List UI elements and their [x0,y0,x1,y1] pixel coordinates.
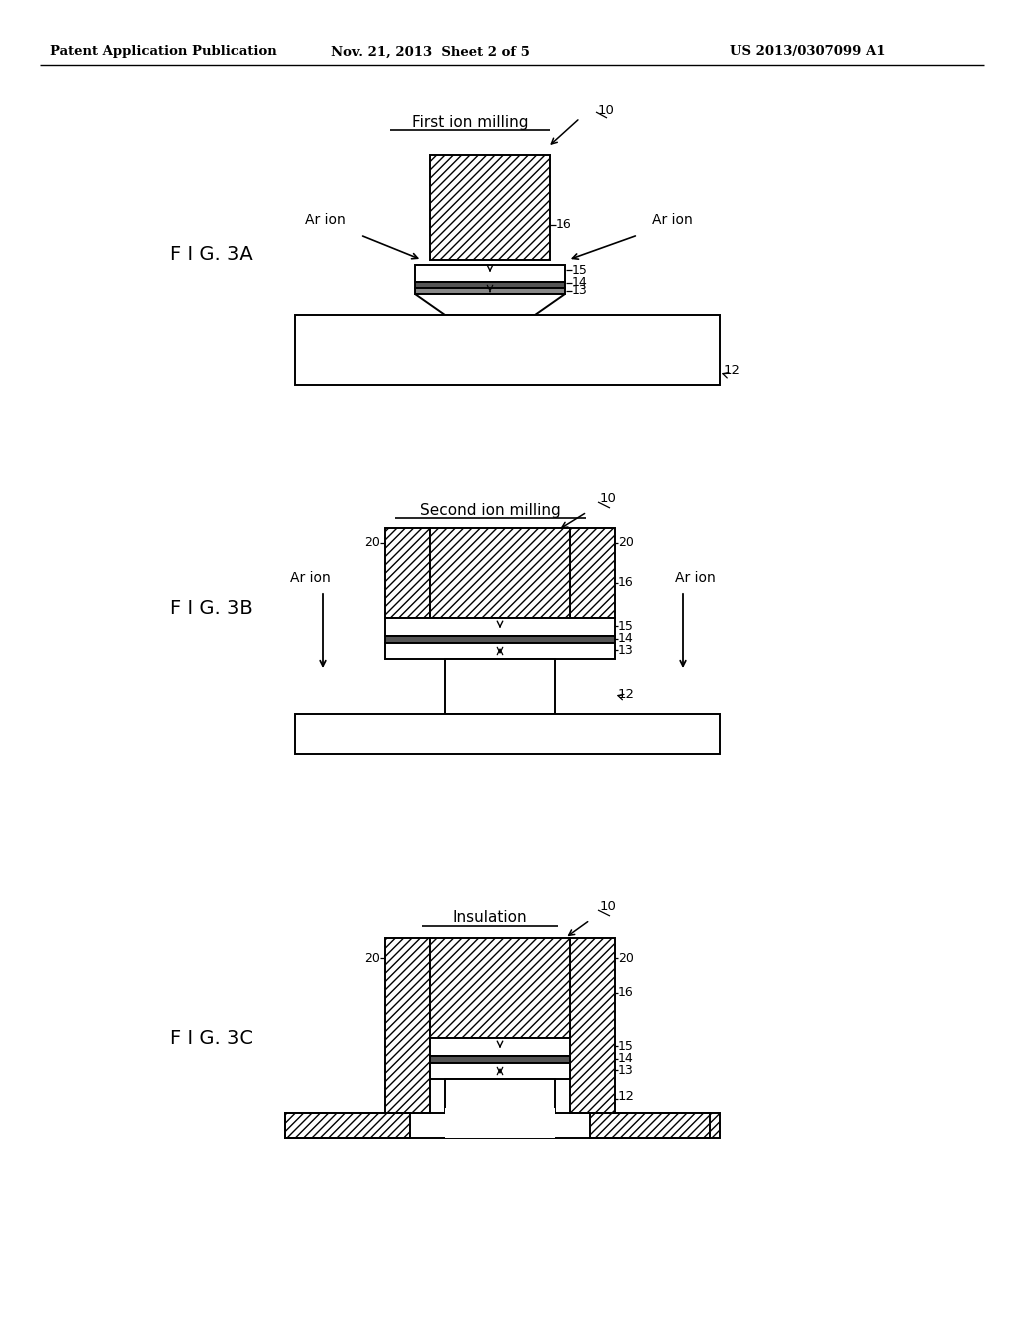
Text: Insulation: Insulation [453,911,527,925]
Text: 12: 12 [618,1090,635,1104]
Text: 12: 12 [618,688,635,701]
Text: 15: 15 [618,1040,634,1052]
Text: 20: 20 [365,536,380,549]
Text: 10: 10 [598,103,614,116]
Bar [430,1056,570,1063]
Bar [430,154,550,260]
Text: Ar ion: Ar ion [290,572,331,585]
Text: Ar ion: Ar ion [304,213,345,227]
Text: 20: 20 [365,952,380,965]
Text: 14: 14 [572,276,588,289]
Text: Nov. 21, 2013  Sheet 2 of 5: Nov. 21, 2013 Sheet 2 of 5 [331,45,529,58]
Bar [285,1113,710,1138]
Bar [430,1063,570,1078]
Bar [385,643,615,659]
Text: F I G. 3A: F I G. 3A [170,246,253,264]
Bar [445,659,555,714]
Bar [590,1113,720,1138]
Text: 10: 10 [600,491,616,504]
Text: Patent Application Publication: Patent Application Publication [50,45,276,58]
Bar [445,1078,555,1113]
Text: Ar ion: Ar ion [651,213,692,227]
Text: US 2013/0307099 A1: US 2013/0307099 A1 [730,45,886,58]
Text: 16: 16 [556,219,571,231]
Text: 15: 15 [572,264,588,276]
Text: F I G. 3C: F I G. 3C [170,1028,253,1048]
Text: 14: 14 [618,1052,634,1065]
Bar [385,636,615,643]
Bar [295,714,720,754]
Bar [430,528,570,618]
Text: 12: 12 [724,363,741,376]
Text: Ar ion: Ar ion [675,572,716,585]
Bar [285,1113,410,1138]
Text: 13: 13 [572,285,588,297]
Bar [570,939,615,1113]
Bar [415,265,565,282]
Text: 10: 10 [600,899,616,912]
Text: 15: 15 [618,619,634,632]
Text: 16: 16 [618,577,634,590]
Text: 13: 13 [618,1064,634,1077]
Polygon shape [415,294,565,315]
Bar [385,939,430,1113]
Bar [385,618,615,636]
Bar [445,1107,555,1138]
Bar [430,1038,570,1056]
Bar [415,282,565,288]
Bar [570,528,615,618]
Text: 20: 20 [618,536,634,549]
Text: 14: 14 [618,632,634,645]
Text: First ion milling: First ion milling [412,115,528,129]
Text: F I G. 3B: F I G. 3B [170,598,253,618]
Text: 20: 20 [618,952,634,965]
Bar [415,288,565,294]
Text: 13: 13 [618,644,634,656]
Bar [295,315,720,385]
Text: Second ion milling: Second ion milling [420,503,560,517]
Bar [430,939,570,1038]
Text: 16: 16 [618,986,634,999]
Bar [385,528,430,618]
